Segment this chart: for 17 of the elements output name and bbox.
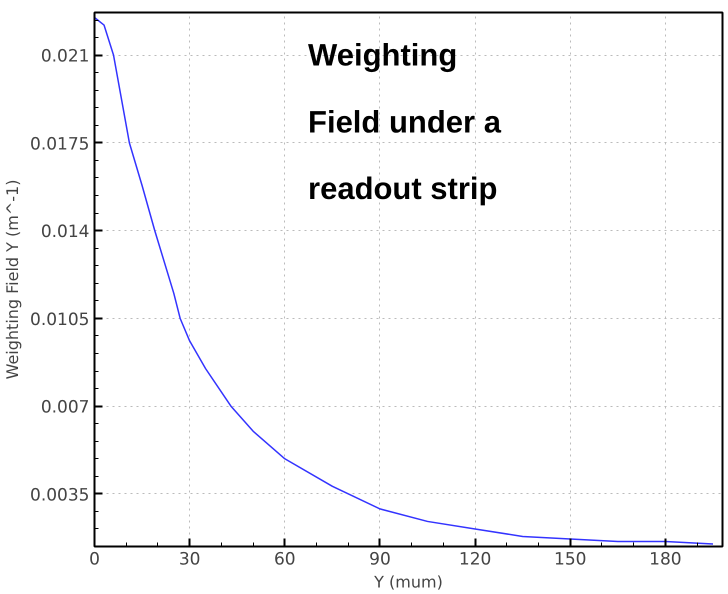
y-tick-label: 0.0105 xyxy=(30,310,90,330)
x-tick-label: 90 xyxy=(369,550,391,570)
text: Weighting Field under a readout strip xyxy=(308,38,502,206)
x-tick-label: 120 xyxy=(458,550,492,570)
x-tick-label: 0 xyxy=(89,550,100,570)
x-tick-label: 150 xyxy=(554,550,586,570)
y-tick-label: 0.0175 xyxy=(30,134,90,154)
x-tick-label: 180 xyxy=(649,550,682,570)
y-axis-title: Weighting Field Y (m^-1) xyxy=(3,180,22,380)
y-tick-label: 0.007 xyxy=(40,398,90,418)
y-tick-label: 0.0035 xyxy=(30,485,90,506)
x-tick-label: 30 xyxy=(178,550,200,570)
x-tick-label: 60 xyxy=(274,550,296,570)
line-series xyxy=(94,16,714,545)
y-tick-label: 0.021 xyxy=(40,46,90,67)
x-axis-title: Y (mum) xyxy=(373,572,443,592)
y-tick-label: 0.014 xyxy=(40,222,90,242)
